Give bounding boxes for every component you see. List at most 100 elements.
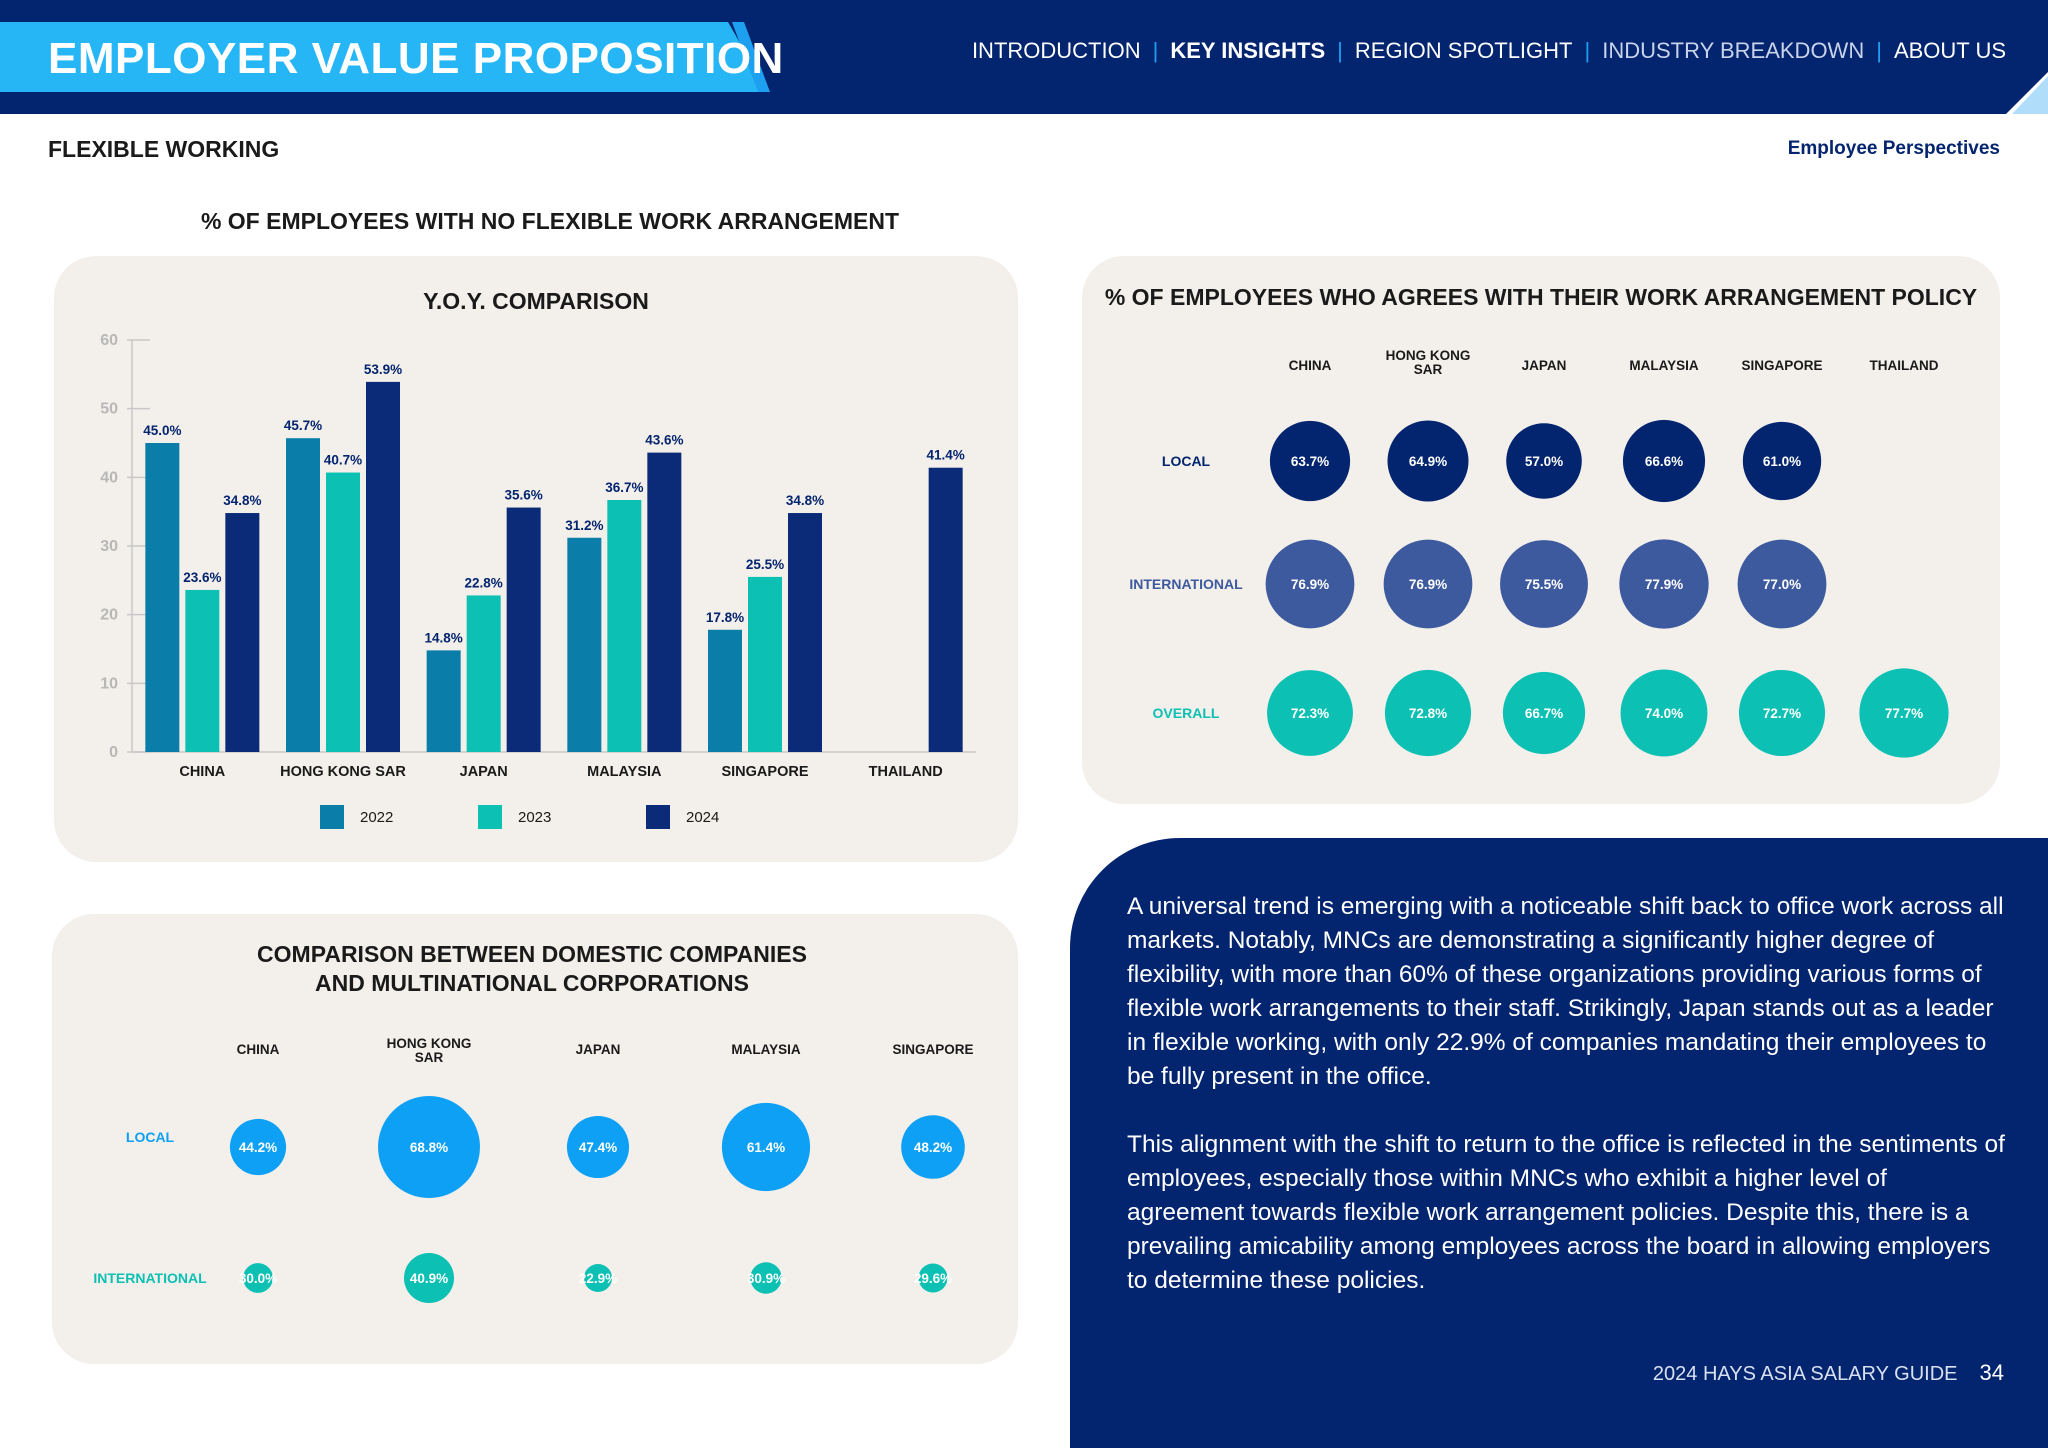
bubble-international-malaysia [750, 1262, 782, 1294]
x-category-label: MALAYSIA [587, 764, 662, 780]
x-category-label: THAILAND [869, 764, 943, 780]
bubble-label-international-japan: 22.9% [579, 1271, 617, 1286]
bubble-label-local-singapore: 48.2% [914, 1140, 952, 1155]
commentary-paragraph-2: This alignment with the shift to return … [1127, 1131, 2005, 1294]
bubble-label-international-china: 76.9% [1291, 577, 1329, 592]
nav-separator: | [1152, 38, 1159, 63]
bar-2023-malaysia [607, 499, 642, 752]
bar-label-2024-singapore: 34.8% [786, 493, 824, 508]
bar-label-2023-japan: 22.8% [465, 575, 503, 590]
bubble-label-overall-thailand: 77.7% [1885, 706, 1923, 721]
agreement-chart-title: % OF EMPLOYEES WHO AGREES WITH THEIR WOR… [1104, 284, 1978, 310]
nav-introduction[interactable]: INTRODUCTION [971, 38, 1141, 63]
bubble-label-overall-hong-kong-sar: 72.8% [1409, 706, 1447, 721]
y-tick-label: 50 [100, 401, 118, 418]
bubble-label-overall-malaysia: 74.0% [1645, 706, 1683, 721]
nav-separator: | [1876, 38, 1882, 63]
bar-label-2024-japan: 35.6% [505, 488, 543, 503]
bubble-overall-japan [1502, 671, 1586, 755]
bubble-label-overall-japan: 66.7% [1525, 706, 1563, 721]
footer-guide: 2024 HAYS ASIA SALARY GUIDE [1652, 1363, 1958, 1385]
bubble-label-overall-china: 72.3% [1291, 706, 1329, 721]
bubble-local-japan [566, 1115, 630, 1179]
bar-2024-thailand [928, 467, 963, 752]
bar-2023-china [185, 589, 220, 752]
row-label-local: LOCAL [1162, 453, 1211, 469]
bar-2024-malaysia [647, 452, 682, 752]
column-label-japan: JAPAN [576, 1042, 621, 1057]
nav-key-insights[interactable]: KEY INSIGHTS [1170, 38, 1326, 63]
comparison-chart-title: COMPARISON BETWEEN DOMESTIC COMPANIES AND… [232, 940, 832, 998]
bar-2023-singapore [748, 576, 782, 752]
page-title: EMPLOYER VALUE PROPOSITION [48, 34, 784, 83]
corner-accent [2006, 72, 2048, 114]
column-label-hong-kong-sar: SAR [1414, 362, 1443, 377]
top-nav: INTRODUCTION | KEY INSIGHTS | REGION SPOTLIG… [972, 38, 2006, 64]
bar-2024-singapore [788, 513, 822, 752]
row-label-overall: OVERALL [1153, 705, 1220, 721]
bar-2022-malaysia [567, 537, 602, 752]
y-tick-label: 60 [100, 332, 118, 349]
yoy-chart-title: Y.O.Y. COMPARISON [423, 288, 649, 314]
yoy-bar-chart: 0 10 20 30 40 50 60 45.0% 23.6% 34.8% CHINA 45.7% 40… [100, 332, 976, 829]
column-label-china: CHINA [1289, 358, 1332, 373]
bubble-international-hong-kong-sar [403, 1252, 455, 1304]
bubble-label-local-singapore: 61.0% [1763, 454, 1801, 469]
bar-label-2022-japan: 14.8% [425, 630, 463, 645]
legend-swatch-2024 [646, 805, 670, 829]
bubble-label-local-malaysia: 61.4% [747, 1140, 785, 1155]
bubble-local-japan [1506, 423, 1582, 499]
x-category-label: CHINA [179, 764, 225, 780]
nav-industry-breakdown[interactable]: INDUSTRY BREAKDOWN [1602, 38, 1865, 63]
bubble-international-hong-kong-sar [1383, 539, 1473, 629]
bubble-label-international-singapore: 29.6% [914, 1271, 952, 1286]
y-tick-label: 40 [100, 469, 118, 486]
bubble-overall-china [1267, 670, 1353, 756]
column-label-china: CHINA [237, 1042, 280, 1057]
column-label-japan: JAPAN [1522, 358, 1567, 373]
bar-label-2023-malaysia: 36.7% [605, 480, 643, 495]
bar-2022-hong-kong-sar [286, 438, 320, 752]
bubble-label-international-hong-kong-sar: 40.9% [410, 1271, 448, 1286]
legend-swatch-2023 [478, 805, 502, 829]
perspective-label: Employee Perspectives [1787, 138, 2000, 159]
comparison-title-line-2: AND MULTINATIONAL CORPORATIONS [315, 970, 749, 996]
section-title: FLEXIBLE WORKING [48, 136, 280, 162]
bubble-label-international-malaysia: 77.9% [1645, 577, 1683, 592]
commentary-panel [1070, 838, 2048, 1448]
bubble-local-malaysia [721, 1102, 811, 1192]
column-label-hong-kong-sar: HONG KONG [387, 1036, 472, 1051]
bubble-international-japan [1500, 540, 1588, 628]
bubble-local-hong-kong-sar [378, 1096, 480, 1198]
bubble-overall-hong-kong-sar [1384, 669, 1472, 757]
bar-2022-singapore [708, 629, 742, 752]
bubble-local-singapore [1742, 421, 1822, 501]
bubble-label-international-hong-kong-sar: 76.9% [1409, 577, 1447, 592]
y-tick-label: 20 [100, 607, 118, 624]
bar-label-2023-hong-kong-sar: 40.7% [324, 453, 362, 468]
nav-region-spotlight[interactable]: REGION SPOTLIGHT [1354, 38, 1573, 63]
bubble-international-singapore [918, 1263, 948, 1293]
y-tick-label: 10 [100, 675, 118, 692]
bar-2022-china [145, 443, 180, 752]
legend-swatch-2022 [320, 805, 344, 829]
bubble-label-local-japan: 47.4% [579, 1140, 617, 1155]
bar-2022-japan [426, 650, 461, 752]
bar-2023-japan [466, 595, 501, 752]
bubble-label-local-japan: 57.0% [1525, 454, 1563, 469]
nav-about-us[interactable]: ABOUT US [1893, 38, 2006, 63]
column-label-singapore: SINGAPORE [1741, 358, 1822, 373]
bubble-local-singapore [901, 1115, 965, 1179]
y-tick-label: 30 [100, 538, 118, 555]
column-label-hong-kong-sar: SAR [415, 1050, 444, 1065]
legend-label-2023: 2023 [518, 809, 551, 826]
bubble-label-overall-singapore: 72.7% [1763, 706, 1801, 721]
commentary-paragraph-1: A universal trend is emerging with a not… [1127, 893, 2004, 1090]
page-number: 34 [1979, 1360, 2004, 1385]
bubble-local-hong-kong-sar [1387, 420, 1469, 502]
bar-label-2022-hong-kong-sar: 45.7% [284, 418, 322, 433]
bubble-local-malaysia [1622, 419, 1706, 503]
bubble-international-china [1265, 539, 1355, 629]
bar-2023-hong-kong-sar [326, 472, 360, 752]
